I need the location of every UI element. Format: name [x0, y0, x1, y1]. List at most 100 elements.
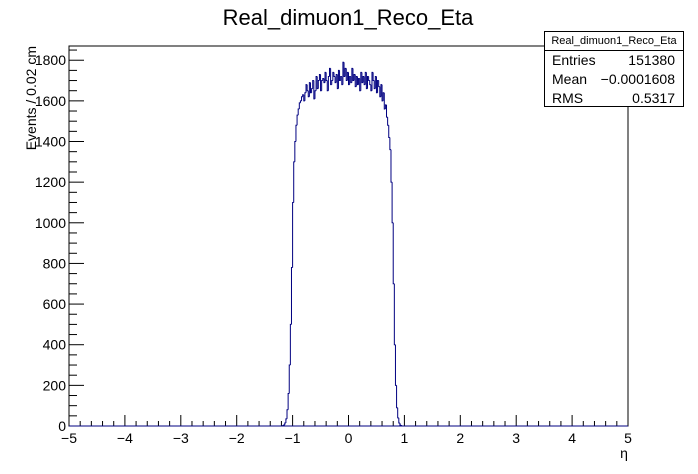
- histogram-bin: [283, 424, 285, 426]
- histogram-bin: [345, 68, 348, 82]
- x-tick-label: −5: [61, 430, 77, 446]
- histogram-bin: [384, 104, 387, 109]
- histogram-bin: [392, 222, 395, 285]
- histogram-bin: [298, 102, 301, 109]
- y-tick-label: 1200: [35, 174, 66, 190]
- histogram-bin: [294, 141, 296, 162]
- histogram-bin: [370, 84, 372, 92]
- histogram-bin: [288, 364, 291, 394]
- x-tick-label: −2: [229, 430, 245, 446]
- y-tick-label: 1600: [35, 93, 66, 109]
- x-tick-label: 4: [568, 430, 576, 446]
- histogram-bin: [372, 72, 375, 82]
- stats-title: Real_dimuon1_Reco_Eta: [545, 32, 683, 51]
- x-tick-label: 0: [345, 430, 353, 446]
- stats-row-mean: Mean −0.0001608: [545, 70, 683, 89]
- histogram-bin: [371, 71, 374, 91]
- stats-box: Real_dimuon1_Reco_Eta Entries 151380 Mea…: [544, 31, 684, 107]
- histogram-bin: [314, 90, 317, 99]
- histogram-bin: [301, 96, 303, 101]
- histogram-bin: [396, 385, 398, 409]
- y-axis: 0 200 400 600 800 1000 1200 1400 1600 1800: [35, 49, 84, 434]
- histogram-bin: [317, 80, 320, 89]
- histogram-bins: [69, 61, 628, 427]
- histogram-bin: [378, 80, 380, 88]
- histogram-bin: [328, 67, 331, 77]
- x-tick-label: 1: [401, 430, 409, 446]
- histogram-bin: [394, 344, 397, 386]
- y-tick-label: 200: [43, 377, 67, 393]
- histogram-bin: [368, 76, 370, 82]
- histogram-bin: [306, 84, 309, 92]
- histogram-bin: [398, 417, 400, 424]
- y-tick-label: 1000: [35, 215, 66, 231]
- histogram-bin: [297, 108, 300, 116]
- histogram-bin: [337, 69, 340, 89]
- histogram-bin: [292, 201, 294, 268]
- histogram-bin: [290, 266, 293, 325]
- stats-value: 151380: [628, 52, 675, 68]
- histogram-bin: [351, 67, 353, 83]
- histogram-bin: [320, 74, 322, 92]
- histogram-bin: [343, 62, 346, 77]
- stats-row-rms: RMS 0.5317: [545, 89, 683, 108]
- histogram-bin: [364, 71, 367, 85]
- histogram-bin: [293, 161, 295, 203]
- histogram-bin: [391, 182, 394, 224]
- histogram-bin: [359, 78, 361, 92]
- histogram-bin: [339, 70, 341, 82]
- y-tick-label: 400: [43, 337, 67, 353]
- stats-value: −0.0001608: [600, 71, 675, 87]
- histogram-bin: [352, 68, 355, 82]
- y-tick-label: 1400: [35, 134, 66, 150]
- histogram-bin: [311, 88, 313, 93]
- histogram-bin: [331, 80, 333, 85]
- stats-value: 0.5317: [632, 90, 675, 106]
- stats-row-entries: Entries 151380: [545, 51, 683, 70]
- y-tick-label: 800: [43, 255, 67, 271]
- histogram-bin: [324, 71, 327, 83]
- x-tick-label: −4: [117, 430, 133, 446]
- y-tick-label: 600: [43, 296, 67, 312]
- histogram-bin: [308, 82, 311, 97]
- histogram-bin: [321, 80, 323, 91]
- stats-label: RMS: [552, 90, 584, 106]
- chart-title: Real_dimuon1_Reco_Eta: [223, 5, 474, 30]
- x-tick-label: 3: [512, 430, 520, 446]
- x-tick-label: −3: [173, 430, 189, 446]
- histogram-bin: [287, 392, 290, 410]
- histogram-bin: [360, 71, 362, 91]
- histogram-bin: [369, 80, 371, 86]
- histogram-bin: [286, 409, 289, 419]
- histogram-bin: [327, 75, 330, 91]
- histogram-bin: [399, 422, 402, 426]
- y-tick-label: 0: [58, 418, 66, 434]
- histogram-bin: [304, 92, 307, 101]
- histogram-bin: [397, 407, 399, 419]
- histogram-bin: [393, 283, 396, 346]
- histogram-bin: [305, 84, 308, 93]
- histogram-bin: [344, 67, 347, 77]
- histogram-bin: [285, 418, 288, 423]
- y-axis-label: Events / 0.02 cm: [23, 46, 39, 150]
- histogram-bin: [387, 117, 389, 126]
- histogram-bin: [346, 71, 349, 81]
- histogram-bin: [332, 71, 334, 81]
- histogram-bin: [326, 80, 329, 92]
- histogram-bin: [325, 72, 328, 82]
- histogram-bin: [296, 114, 299, 126]
- histogram-bin: [380, 84, 383, 97]
- histogram-bin: [375, 76, 378, 94]
- histogram-bin: [333, 72, 336, 77]
- histogram-bin: [389, 137, 391, 151]
- x-tick-label: −1: [285, 430, 301, 446]
- histogram-bin: [295, 124, 298, 142]
- x-tick-label: 5: [624, 430, 632, 446]
- y-tick-label: 1800: [35, 52, 66, 68]
- histogram-bin: [299, 100, 302, 103]
- x-axis-label: η: [620, 445, 628, 461]
- x-axis: −5 −4 −3 −2 −1 0 1 2 3 4 5: [61, 415, 632, 446]
- histogram-bin: [388, 125, 390, 138]
- x-tick-label: 2: [456, 430, 464, 446]
